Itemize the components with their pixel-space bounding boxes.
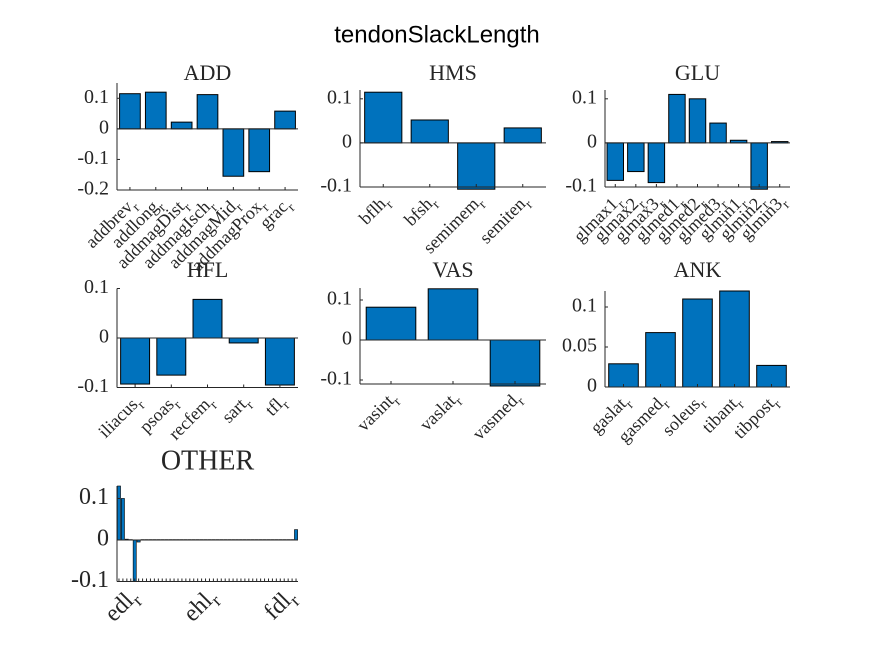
- subplot-title: ADD: [184, 60, 232, 85]
- y-tick-label: 0.1: [84, 276, 109, 298]
- subplot-title: HMS: [429, 60, 477, 85]
- figure-title: tendonSlackLength: [334, 21, 540, 48]
- bar: [410, 119, 449, 144]
- y-tick-label: 0.1: [79, 484, 109, 510]
- bar: [117, 485, 121, 541]
- bar: [119, 93, 141, 130]
- y-tick-label: -0.1: [77, 147, 109, 169]
- bar: [132, 539, 137, 582]
- bar: [756, 364, 787, 388]
- bar: [606, 142, 624, 181]
- bar: [222, 128, 245, 177]
- bar: [274, 110, 296, 130]
- bar: [192, 298, 223, 339]
- y-tick-label: -0.1: [320, 175, 352, 197]
- subplot-title: VAS: [432, 257, 473, 282]
- y-tick-label: 0.1: [572, 295, 597, 317]
- y-tick-label: 0.1: [84, 86, 109, 108]
- y-tick-label: -0.2: [77, 178, 109, 200]
- bar: [170, 121, 193, 130]
- bar: [682, 298, 713, 388]
- bar: [228, 337, 259, 344]
- bar: [427, 288, 479, 341]
- y-tick-label: 0.1: [327, 86, 352, 108]
- y-tick-label: 0.1: [572, 86, 597, 108]
- y-tick-label: -0.1: [320, 368, 352, 390]
- bar: [668, 93, 686, 144]
- y-tick-label: 0: [97, 525, 109, 551]
- bar: [645, 332, 676, 388]
- bar: [364, 91, 403, 144]
- bar: [120, 337, 151, 385]
- bar: [365, 306, 417, 341]
- y-tick-label: -0.1: [71, 567, 109, 593]
- bar: [647, 142, 666, 184]
- y-tick-label: -0.1: [565, 175, 597, 197]
- y-tick-label: 0.1: [327, 288, 352, 310]
- y-tick-label: -0.1: [77, 375, 109, 397]
- bar: [489, 339, 541, 387]
- subplot-title: HFL: [187, 257, 229, 282]
- subplot-title: ANK: [674, 257, 722, 282]
- bar: [248, 128, 271, 173]
- y-tick-label: 0: [342, 328, 352, 350]
- bar: [503, 127, 542, 144]
- bar: [196, 94, 219, 130]
- subplot-title: GLU: [675, 60, 720, 85]
- y-tick-label: 0.05: [562, 335, 597, 357]
- bar: [608, 363, 639, 388]
- bar: [627, 142, 645, 173]
- y-tick-label: 0: [587, 375, 597, 397]
- bar: [264, 337, 295, 386]
- bar: [719, 290, 750, 388]
- bar: [688, 98, 707, 144]
- y-tick-label: 0: [342, 131, 352, 153]
- bar: [709, 122, 727, 144]
- bar: [156, 337, 187, 376]
- y-tick-label: 0: [99, 326, 109, 348]
- bar: [457, 142, 496, 190]
- bar: [750, 142, 768, 190]
- y-tick-label: 0: [587, 131, 597, 153]
- bar: [144, 91, 167, 130]
- subplot-title: OTHER: [161, 445, 255, 476]
- bar: [294, 529, 298, 541]
- y-tick-label: 0: [99, 116, 109, 138]
- bar: [121, 498, 125, 541]
